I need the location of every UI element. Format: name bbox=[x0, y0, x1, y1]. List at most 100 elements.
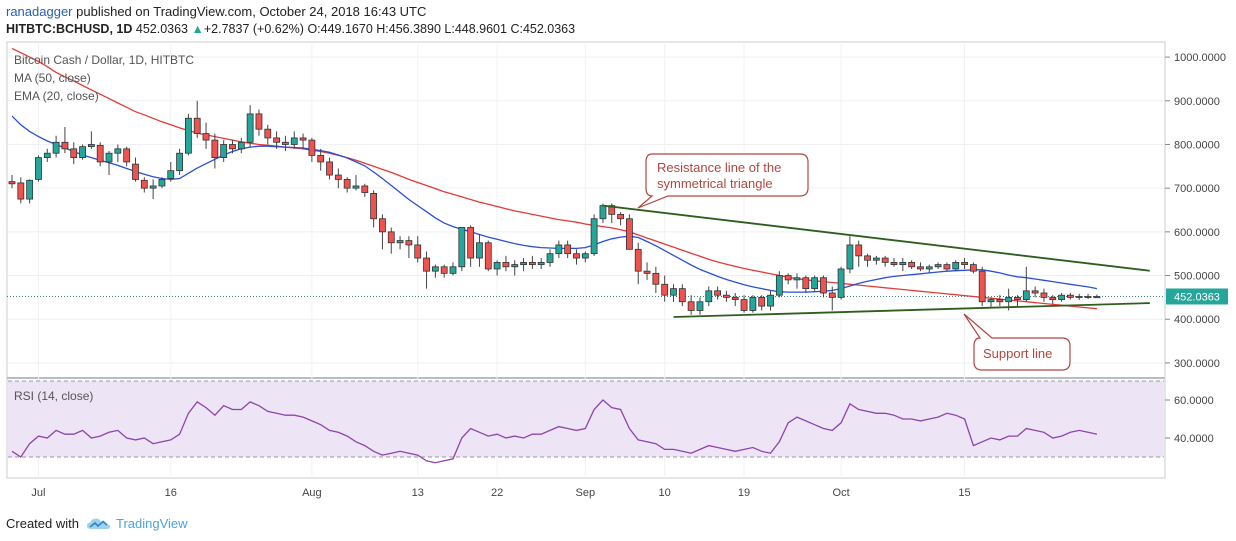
candle[interactable] bbox=[573, 249, 580, 265]
candle[interactable] bbox=[1040, 288, 1048, 302]
candle[interactable] bbox=[193, 100, 201, 138]
candle[interactable] bbox=[899, 258, 907, 272]
candle[interactable] bbox=[502, 255, 510, 272]
candle[interactable] bbox=[1067, 293, 1074, 300]
candle[interactable] bbox=[643, 262, 651, 280]
candle[interactable] bbox=[423, 251, 430, 289]
candle[interactable] bbox=[881, 255, 889, 267]
candle[interactable] bbox=[678, 284, 686, 307]
candle[interactable] bbox=[908, 260, 916, 269]
candle[interactable] bbox=[352, 175, 360, 191]
candle[interactable] bbox=[467, 225, 475, 267]
candle[interactable] bbox=[564, 240, 572, 259]
candle[interactable] bbox=[1058, 293, 1065, 302]
candle[interactable] bbox=[246, 105, 254, 147]
candle[interactable] bbox=[176, 148, 183, 176]
candle[interactable] bbox=[793, 273, 801, 289]
price-axis[interactable]: 1000.0000 900.0000 800.0000 700.0000 600.000… bbox=[1165, 52, 1228, 445]
candle[interactable] bbox=[1084, 293, 1092, 300]
candle[interactable] bbox=[934, 262, 942, 269]
candle[interactable] bbox=[687, 295, 695, 315]
candle[interactable] bbox=[917, 262, 924, 272]
candle[interactable] bbox=[158, 177, 166, 189]
candle[interactable] bbox=[87, 131, 95, 149]
candle[interactable] bbox=[617, 212, 624, 226]
candle[interactable] bbox=[723, 290, 730, 302]
candle[interactable] bbox=[978, 266, 986, 307]
candle[interactable] bbox=[511, 260, 519, 276]
candle[interactable] bbox=[229, 140, 236, 154]
candle[interactable] bbox=[855, 240, 863, 267]
candle[interactable] bbox=[705, 286, 713, 307]
candle[interactable] bbox=[714, 286, 721, 300]
candle[interactable] bbox=[282, 135, 289, 152]
candle[interactable] bbox=[237, 137, 245, 154]
candle[interactable] bbox=[749, 295, 757, 313]
resistance-callout[interactable]: Resistance line of the symmetrical trian… bbox=[637, 153, 809, 209]
candle[interactable] bbox=[590, 214, 598, 256]
candle[interactable] bbox=[652, 266, 660, 293]
candle[interactable] bbox=[202, 122, 210, 149]
candle[interactable] bbox=[837, 266, 845, 300]
candle[interactable] bbox=[1022, 266, 1030, 302]
candle[interactable] bbox=[634, 242, 642, 285]
candle[interactable] bbox=[361, 183, 369, 197]
candle[interactable] bbox=[784, 273, 792, 285]
candle[interactable] bbox=[70, 142, 78, 165]
candle[interactable] bbox=[43, 148, 51, 162]
candle[interactable] bbox=[925, 264, 933, 274]
candle[interactable] bbox=[26, 179, 34, 204]
candle[interactable] bbox=[61, 127, 69, 154]
candle[interactable] bbox=[775, 271, 783, 298]
candle[interactable] bbox=[890, 258, 898, 267]
candle[interactable] bbox=[405, 236, 413, 259]
candle[interactable] bbox=[379, 214, 386, 250]
trendline[interactable] bbox=[673, 302, 1150, 318]
candle[interactable] bbox=[484, 240, 492, 272]
candle[interactable] bbox=[1093, 294, 1101, 299]
candle[interactable] bbox=[528, 255, 536, 269]
trendline[interactable] bbox=[602, 204, 1150, 272]
candle[interactable] bbox=[264, 124, 272, 145]
candle[interactable] bbox=[828, 286, 836, 311]
candle[interactable] bbox=[476, 234, 483, 267]
candle[interactable] bbox=[872, 255, 880, 265]
candle[interactable] bbox=[987, 297, 995, 309]
candle[interactable] bbox=[317, 148, 325, 171]
candle[interactable] bbox=[961, 258, 968, 269]
candle[interactable] bbox=[184, 113, 192, 156]
candle[interactable] bbox=[581, 251, 589, 263]
candle[interactable] bbox=[414, 236, 422, 263]
candle[interactable] bbox=[387, 227, 395, 254]
candle[interactable] bbox=[952, 260, 960, 272]
candle[interactable] bbox=[661, 275, 669, 302]
candle[interactable] bbox=[140, 177, 148, 193]
candle[interactable] bbox=[220, 140, 228, 162]
candle[interactable] bbox=[396, 236, 404, 250]
candle[interactable] bbox=[996, 295, 1004, 307]
candle[interactable] bbox=[123, 146, 131, 167]
candle[interactable] bbox=[546, 249, 554, 267]
candle[interactable] bbox=[308, 137, 316, 162]
candle[interactable] bbox=[626, 214, 633, 250]
candle[interactable] bbox=[555, 240, 563, 259]
candle[interactable] bbox=[167, 161, 175, 182]
candle[interactable] bbox=[299, 133, 307, 149]
candle[interactable] bbox=[864, 253, 871, 267]
candle[interactable] bbox=[1031, 286, 1039, 298]
candle[interactable] bbox=[52, 135, 60, 158]
candle[interactable] bbox=[696, 297, 704, 315]
candles[interactable] bbox=[8, 100, 1101, 315]
time-axis[interactable]: Jul 16 Aug 13 22 Sep 10 19 Oct 15 bbox=[31, 487, 970, 499]
candle[interactable] bbox=[431, 264, 439, 278]
candle[interactable] bbox=[846, 236, 854, 274]
author-link[interactable]: ranadagger bbox=[6, 4, 73, 19]
candle[interactable] bbox=[537, 258, 545, 269]
candle[interactable] bbox=[96, 142, 104, 167]
candle[interactable] bbox=[8, 175, 16, 189]
candle[interactable] bbox=[767, 290, 774, 311]
tradingview-logo[interactable]: TradingView bbox=[86, 516, 188, 531]
candle[interactable] bbox=[740, 295, 748, 313]
candle[interactable] bbox=[758, 295, 766, 311]
candle[interactable] bbox=[802, 275, 810, 293]
